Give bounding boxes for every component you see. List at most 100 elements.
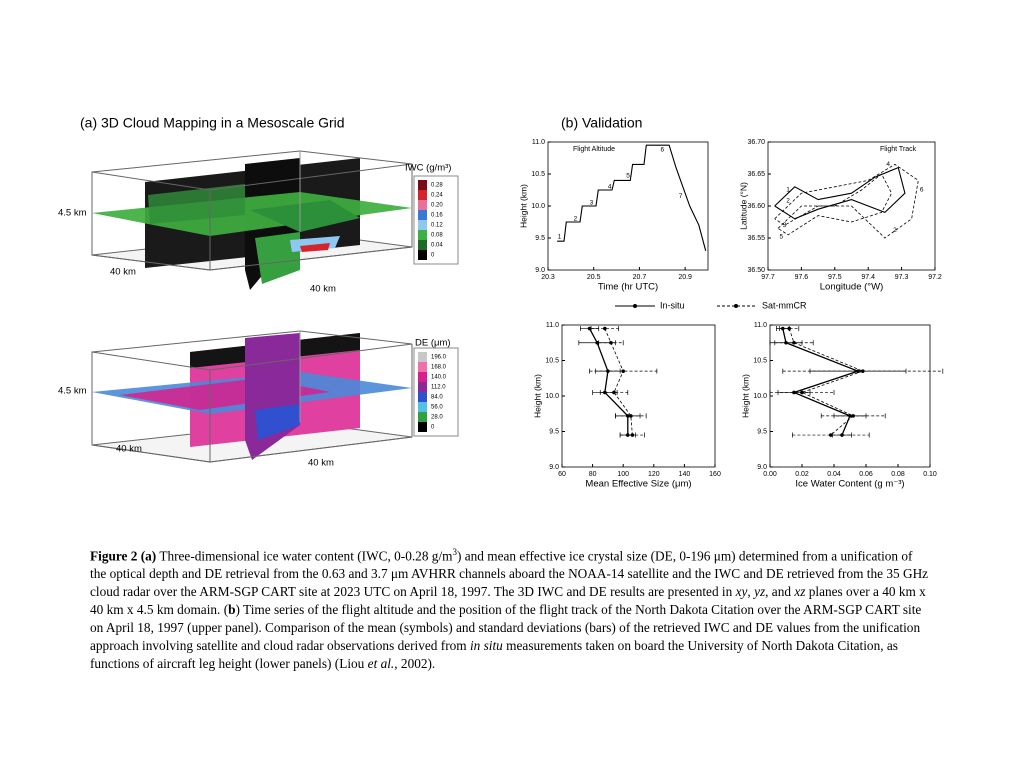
yz-plane-lower (255, 232, 300, 284)
legend-label: In-situ (660, 300, 685, 310)
chart: 20.3 20.5 20.7 20.9 9.0 9.5 10.0 10.5 11.0 Time (… (518, 139, 709, 293)
xy-plane-detail (250, 200, 360, 232)
colorbar-swatch (418, 402, 427, 412)
iwc-3d-view (91, 150, 413, 290)
y-tick-label: 9.5 (535, 235, 545, 242)
y-extent-label: 40 km (310, 284, 336, 295)
caption-text: xy (735, 584, 748, 600)
x-tick-label: 20.7 (633, 274, 647, 281)
x-extent-label: 40 km (110, 267, 136, 278)
x-tick-label: 97.6 (795, 274, 809, 281)
colorbar-label: 0.24 (431, 193, 443, 199)
caption-text: yz (754, 584, 766, 600)
y-tick-label: 11.0 (532, 139, 545, 146)
point (629, 414, 633, 418)
iwc-feature-high (300, 243, 330, 252)
annotation: 3 (590, 200, 594, 207)
caption: Figure 2 (a) Three-dimensional ice water… (90, 543, 932, 673)
colorbar-label: 0.08 (431, 233, 443, 239)
y-tick-label: 10.0 (753, 393, 767, 400)
series-line (774, 163, 919, 239)
caption-text: in situ (469, 638, 503, 654)
colorbar-label: 28.0 (431, 415, 443, 421)
caption-text: ) Time series of the flight altitude and… (90, 602, 922, 654)
point (612, 390, 616, 395)
point (603, 390, 607, 395)
plot-frame (547, 141, 709, 271)
x-tick-label: 140 (679, 471, 691, 478)
colorbar-title: IWC (g/m³) (405, 163, 451, 174)
y-tick-label: 36.65 (747, 171, 765, 178)
x-axis-label: Mean Effective Size (μm) (585, 479, 691, 490)
caption-text: et al. (367, 656, 395, 672)
point (603, 326, 607, 331)
colorbar-swatch (418, 210, 427, 220)
point (787, 326, 791, 331)
colorbar-label: 56.0 (431, 405, 443, 411)
colorbar-swatch (418, 220, 427, 230)
box-edge (91, 330, 413, 463)
caption-text: Figure 2 (a) (90, 548, 157, 564)
x-axis-label: Longitude (°W) (820, 282, 883, 293)
plot-frame (561, 324, 716, 468)
caption-text: measurements taken on board the Universi… (90, 638, 898, 672)
x-tick-label: 97.7 (761, 274, 775, 281)
x-tick-label: 0.04 (827, 471, 841, 478)
colorbar-label: 112.0 (431, 385, 446, 391)
height-label: 4.5 km (58, 208, 87, 219)
y-tick-label: 36.50 (747, 267, 765, 274)
xy-plane (92, 192, 412, 236)
point (800, 390, 804, 395)
colorbar-swatch (418, 372, 427, 382)
caption-text: planes over a 40 km x 40 km x 4.5 km dom… (90, 584, 926, 618)
colorbar-swatch (418, 200, 427, 210)
colorbar-label: 0.12 (431, 223, 443, 229)
xz-plane-cloud (148, 184, 245, 224)
caption-text: ) and mean effective ice crystal size (D… (90, 548, 929, 600)
point (829, 433, 833, 437)
annotation: 2 (786, 198, 790, 205)
y-tick-label: 36.55 (747, 235, 765, 242)
series-line (604, 328, 633, 436)
x-tick-label: 20.3 (541, 274, 555, 281)
x-tick-label: 80 (589, 471, 597, 478)
y-tick-label: 36.60 (747, 203, 765, 210)
y-extent-label: 40 km (308, 458, 334, 469)
colorbar-swatch (418, 392, 427, 402)
panel-a-title: (a) 3D Cloud Mapping in a Mesoscale Grid (80, 115, 345, 131)
annotation: 6 (920, 187, 924, 194)
y-tick-label: 36.70 (747, 139, 765, 146)
point (595, 340, 599, 345)
point (621, 369, 625, 373)
box-edge (209, 164, 413, 271)
point (609, 340, 613, 345)
caption-text: , 2002). (394, 656, 436, 672)
y-tick-label: 9.5 (549, 428, 559, 435)
series-line (788, 328, 864, 436)
colorbar-swatch (418, 422, 427, 432)
x-axis-label: Time (hr UTC) (598, 282, 658, 293)
colorbar-swatch (418, 382, 427, 392)
colorbar-swatch (418, 412, 427, 422)
series-line (782, 328, 860, 436)
x-tick-label: 0.02 (795, 471, 809, 478)
x-tick-label: 97.4 (861, 274, 875, 281)
x-tick-label: 100 (617, 471, 629, 478)
point (840, 433, 844, 437)
legend-marker (633, 304, 637, 308)
annotation: 1 (786, 187, 790, 194)
annotation: 3 (783, 222, 787, 229)
colorbar-label: 0 (431, 253, 435, 259)
annotation: 7 (679, 193, 683, 200)
caption-text: b (228, 602, 236, 618)
series-line (557, 144, 707, 251)
chart: 97.7 97.6 97.5 97.4 97.3 97.2 36.50 36.55 36.60 3… (738, 139, 942, 293)
colorbar-swatch (418, 352, 427, 362)
de-3d-view (91, 330, 413, 463)
x-tick-label: 97.3 (895, 274, 909, 281)
colorbar-label: 0 (431, 425, 435, 431)
x-tick-label: 0.10 (923, 471, 937, 478)
figure: (a) 3D Cloud Mapping in a Mesoscale Grid… (58, 115, 944, 490)
colorbar-swatch (418, 250, 427, 260)
caption-text: Three-dimensional ice water content (IWC… (156, 548, 453, 564)
